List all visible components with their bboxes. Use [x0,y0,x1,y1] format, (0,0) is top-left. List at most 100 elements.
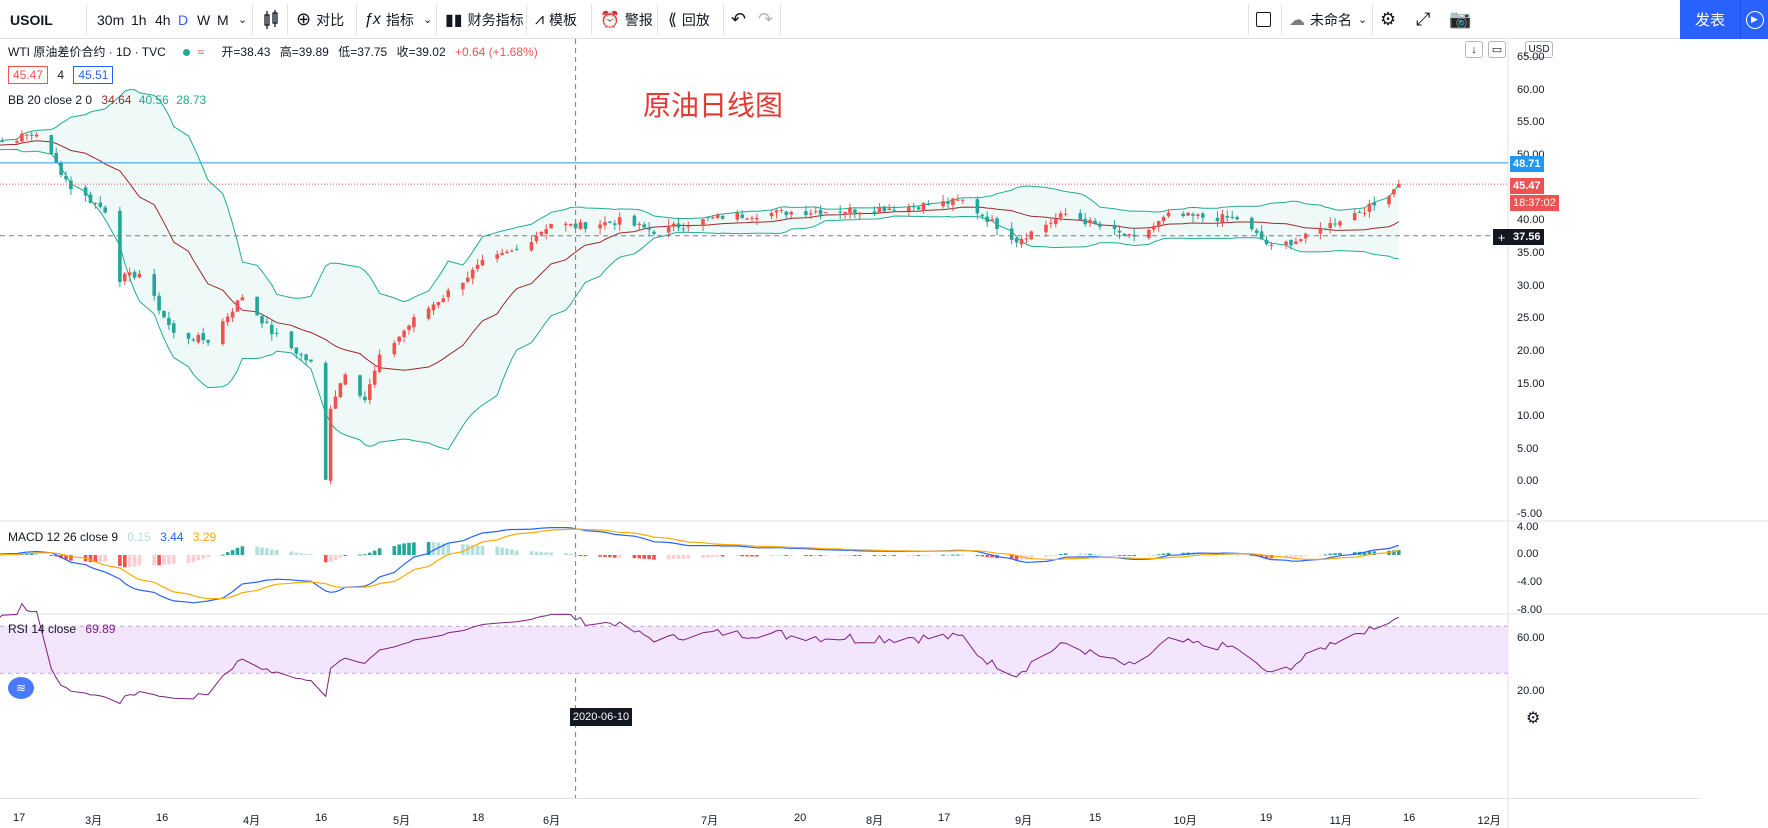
candle-body [323,362,328,480]
approx-icon: ≈ [197,45,205,59]
macd-histogram-bar [132,555,137,567]
bid-button[interactable]: 45.47 [8,66,49,84]
compare-label: 对比 [316,11,345,28]
macd-histogram-bar [960,554,965,556]
macd-histogram-bar [402,543,406,555]
currency-label: USD [1528,44,1550,55]
axis-settings-button[interactable]: ⚙ [1526,708,1540,728]
candle-body [735,212,740,220]
macd-histogram-bar [911,555,916,556]
interval-1h-button[interactable]: 1h [131,0,147,39]
candle-body [1323,228,1328,230]
alert-button[interactable]: ⏰ 警报 [600,0,653,39]
candle-body [363,396,367,401]
candle-body [1397,184,1401,188]
interval-30m-button[interactable]: 30m [97,0,124,39]
macd-histogram-bar [529,551,534,555]
candle-body [1352,213,1357,221]
maximize-pane-button[interactable]: ▭ [1488,41,1506,58]
time-tick-label: 19 [1260,812,1273,824]
macd-histogram-bar [1044,555,1048,558]
chevron-down-icon[interactable]: ⌄ [238,14,248,26]
snapshot-button[interactable]: 📷 [1449,0,1471,39]
currency-button[interactable]: USD [1525,41,1553,58]
candle-body [853,209,857,213]
publish-label: 发表 [1694,12,1725,29]
candle-body [838,211,842,213]
macd-histogram-bar [598,555,602,557]
candle-body [118,210,122,283]
candle-body [1201,213,1205,218]
gear-icon: ⚙ [1526,710,1541,727]
candle-body [466,277,470,282]
macd-histogram-bar [225,552,230,555]
macd-histogram-bar [789,555,793,556]
macd-histogram-bar [368,552,372,555]
redo-icon: ↷ [758,9,774,29]
cloud-icon: ☁ [1289,11,1305,29]
interval-4h-button[interactable]: 4h [155,0,171,39]
candle-body [15,141,19,143]
candle-body [711,217,715,219]
macd-histogram-bar [632,555,637,559]
macd-histogram-bar [372,550,377,555]
macd-histogram-bar [407,542,411,555]
candle-body [573,223,578,229]
fullscreen-select-button[interactable] [1256,0,1271,39]
interval-w-button[interactable]: W [197,0,210,39]
macd-tick-label: -8.00 [1517,604,1543,616]
play-button[interactable]: ▶ [1740,0,1768,39]
financials-button[interactable]: ▮▮ 财务指标 [445,0,524,39]
interval-m-button[interactable]: M [217,0,229,39]
candle-body [892,209,896,211]
candle-body [1049,222,1053,224]
redo-button[interactable]: ↷ [758,0,773,39]
candle-body [470,269,475,279]
compare-button[interactable]: ⊕ 对比 [296,0,344,39]
macd-histogram-bar [769,555,774,557]
candle-body [956,199,960,201]
macd-histogram-bar [191,555,196,563]
candle-body [544,229,548,234]
time-axis[interactable]: 17 3月 16 4月 16 5月 18 6月 7月 20 8月 17 9月 15 10月 19 11月 16 12… [0,798,1700,828]
ask-button[interactable]: 45.51 [73,66,114,84]
bid-ask-panel: 45.47 4 45.51 [8,66,114,84]
macd-histogram-bar [740,555,744,557]
candle-body [1264,239,1269,245]
candle-body [1191,213,1195,216]
candle-body [294,347,299,354]
add-alert-plus-icon[interactable]: + [1493,229,1510,245]
rewind-icon: ⟪ [668,11,677,29]
close-value: 收=39.02 [396,45,446,59]
replay-button[interactable]: ⟪ 回放 [668,0,710,39]
candle-style-button[interactable] [262,0,280,39]
candle-body [1044,224,1048,233]
macd-histogram-bar [505,548,509,555]
chart-canvas[interactable] [0,39,1768,828]
candle-body [88,194,93,203]
undo-button[interactable]: ↶ [731,0,746,39]
candle-body [539,231,544,235]
candle-body [774,210,779,213]
macd-legend: MACD 12 26 close 9 0.15 3.44 3.29 [8,530,216,544]
templates-button[interactable]: ⩘ 模板 [535,0,577,39]
candle-body [907,206,911,212]
publish-button[interactable]: 发表 [1680,0,1740,39]
candle-body [260,316,264,324]
settings-button[interactable]: ⚙ [1380,0,1396,39]
layout-menu-button[interactable]: ☁ 未命名 ⌄ [1289,0,1367,39]
scroll-down-button[interactable]: ↓ [1465,41,1483,58]
rsi-tick-label: 20.00 [1517,685,1545,697]
macd-histogram-bar [1338,552,1342,555]
macd-histogram-bar [333,555,338,561]
macd-histogram-bar [745,555,749,557]
macd-histogram-bar [172,555,176,564]
candle-body [568,223,573,226]
macd-histogram-bar [877,555,882,556]
fullscreen-button[interactable]: ⤢ [1416,0,1430,39]
bb-band-fill [0,89,1399,450]
indicators-button[interactable]: ƒx 指标 [364,0,414,39]
chevron-down-icon[interactable]: ⌄ [423,14,433,26]
symbol-search-button[interactable]: USOIL [10,0,53,39]
interval-d-button[interactable]: D [178,0,188,39]
